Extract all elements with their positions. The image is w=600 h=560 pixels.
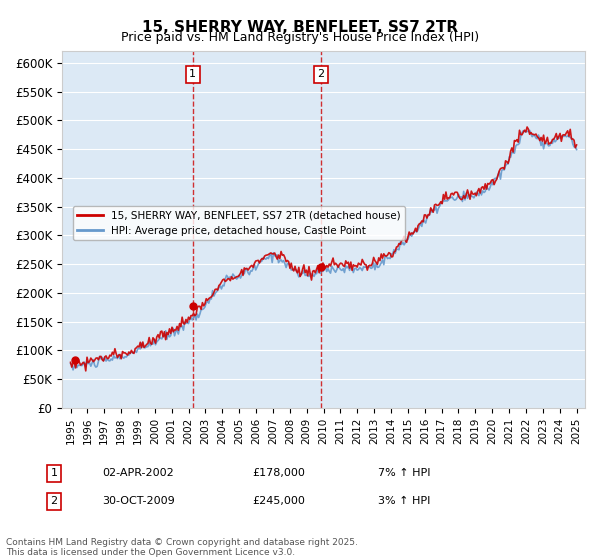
Text: £245,000: £245,000 — [252, 496, 305, 506]
Text: 3% ↑ HPI: 3% ↑ HPI — [378, 496, 430, 506]
Point — [188, 301, 197, 310]
Text: Price paid vs. HM Land Registry's House Price Index (HPI): Price paid vs. HM Land Registry's House … — [121, 31, 479, 44]
Text: £178,000: £178,000 — [252, 468, 305, 478]
Text: 02-APR-2002: 02-APR-2002 — [102, 468, 174, 478]
Text: 1: 1 — [50, 468, 58, 478]
Text: 7% ↑ HPI: 7% ↑ HPI — [378, 468, 431, 478]
Point — [70, 356, 80, 365]
Point — [316, 263, 325, 272]
Text: 2: 2 — [317, 69, 324, 80]
Text: 30-OCT-2009: 30-OCT-2009 — [102, 496, 175, 506]
Legend: 15, SHERRY WAY, BENFLEET, SS7 2TR (detached house), HPI: Average price, detached: 15, SHERRY WAY, BENFLEET, SS7 2TR (detac… — [73, 207, 405, 240]
Text: 15, SHERRY WAY, BENFLEET, SS7 2TR: 15, SHERRY WAY, BENFLEET, SS7 2TR — [142, 20, 458, 35]
Text: 2: 2 — [50, 496, 58, 506]
Text: 1: 1 — [190, 69, 196, 80]
Text: Contains HM Land Registry data © Crown copyright and database right 2025.
This d: Contains HM Land Registry data © Crown c… — [6, 538, 358, 557]
